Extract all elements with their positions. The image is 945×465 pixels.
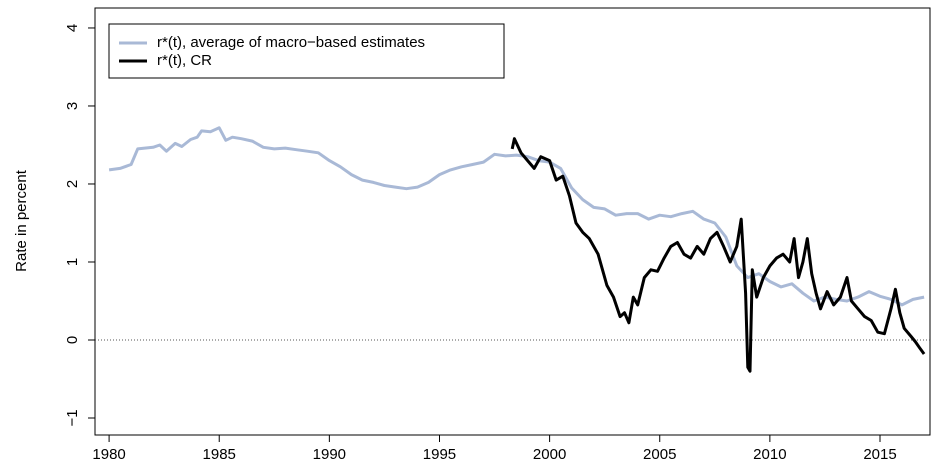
y-tick-label: −1 bbox=[64, 409, 81, 426]
legend-label: r*(t), CR bbox=[157, 52, 212, 69]
y-tick-label: 2 bbox=[64, 180, 81, 188]
y-tick-label: 3 bbox=[64, 102, 81, 110]
plot-frame bbox=[94, 7, 931, 436]
x-tick-label: 2005 bbox=[643, 446, 676, 463]
y-tick-label: 4 bbox=[64, 24, 81, 32]
x-tick-label: 2000 bbox=[533, 446, 566, 463]
x-tick-label: 1985 bbox=[203, 446, 236, 463]
x-tick-label: 1990 bbox=[313, 446, 346, 463]
x-tick-label: 1995 bbox=[423, 446, 456, 463]
series-line bbox=[108, 126, 925, 307]
y-tick-label: 1 bbox=[64, 258, 81, 266]
legend-box bbox=[108, 23, 505, 79]
legend-label: r*(t), average of macro−based estimates bbox=[157, 34, 425, 51]
y-tick-label: 0 bbox=[64, 336, 81, 344]
y-axis-label: Rate in percent bbox=[13, 169, 30, 272]
series-line bbox=[510, 137, 926, 373]
x-tick-label: 1980 bbox=[92, 446, 125, 463]
x-tick-label: 2010 bbox=[753, 446, 786, 463]
x-tick-label: 2015 bbox=[863, 446, 896, 463]
